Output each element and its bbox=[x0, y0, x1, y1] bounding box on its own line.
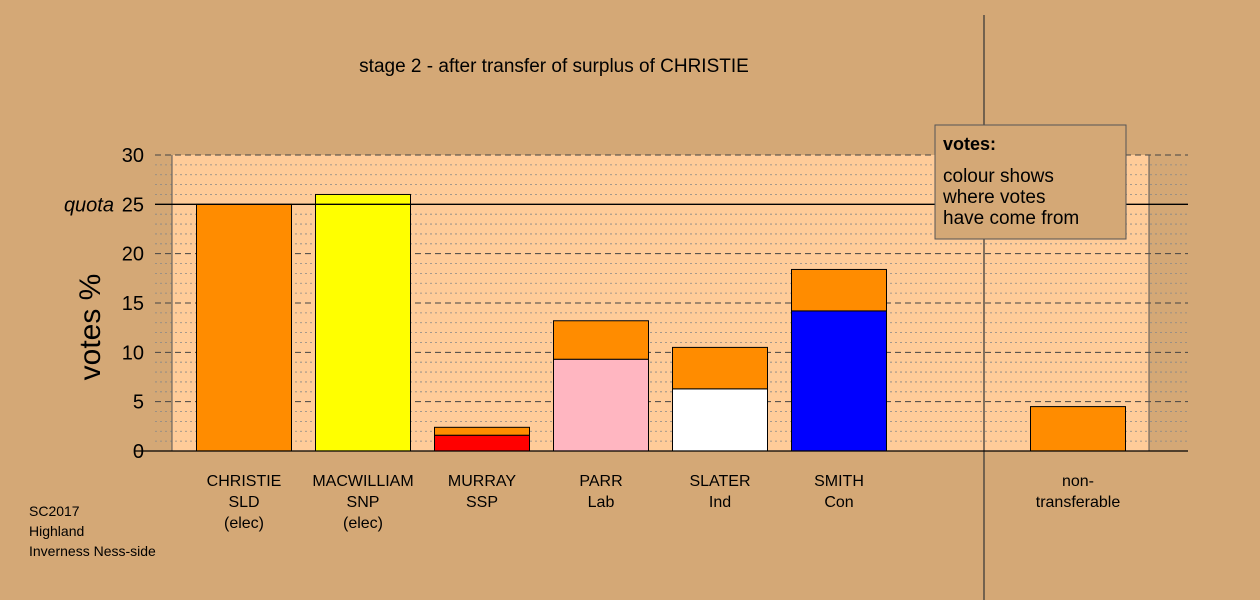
bar-segment bbox=[672, 346, 768, 390]
footer-info: SC2017 Highland Inverness Ness-side bbox=[29, 503, 156, 559]
category-label: MACWILLIAM bbox=[312, 473, 413, 490]
footer-line: Inverness Ness-side bbox=[29, 543, 156, 559]
quota-label: quota bbox=[64, 194, 114, 216]
category-label: SLATER bbox=[689, 473, 750, 490]
category-label: CHRISTIE bbox=[207, 473, 282, 490]
category-label: SLD bbox=[228, 494, 259, 511]
category-label: (elec) bbox=[343, 515, 383, 532]
category-label: SNP bbox=[347, 494, 380, 511]
y-tick-label: 20 bbox=[122, 244, 144, 266]
bar bbox=[315, 193, 411, 452]
legend-line: where votes bbox=[942, 187, 1045, 208]
bar bbox=[672, 346, 768, 452]
y-tick-label: 15 bbox=[122, 293, 144, 315]
bar-segment bbox=[791, 310, 887, 452]
y-tick-label: 5 bbox=[133, 392, 144, 414]
category-label: Con bbox=[824, 494, 853, 511]
y-axis-label: votes % bbox=[74, 274, 107, 381]
chart-title: stage 2 - after transfer of surplus of C… bbox=[359, 56, 749, 77]
y-axis-ticks: 0 5 10 15 20 25 30 bbox=[122, 145, 144, 463]
legend-frame bbox=[934, 124, 1127, 240]
category-label: PARR bbox=[579, 473, 622, 490]
category-label: SSP bbox=[466, 494, 498, 511]
category-labels: CHRISTIE SLD (elec) MACWILLIAM SNP (elec) MURR… bbox=[207, 473, 1121, 532]
bar-segment bbox=[553, 358, 649, 452]
bar-segment bbox=[315, 193, 411, 452]
legend-line: colour shows bbox=[943, 166, 1054, 187]
footer-line: Highland bbox=[29, 523, 84, 539]
category-label: Ind bbox=[709, 494, 731, 511]
y-tick-label: 10 bbox=[122, 342, 144, 364]
bar-segment bbox=[196, 203, 292, 452]
y-tick-label: 30 bbox=[122, 145, 144, 167]
legend-line: have come from bbox=[943, 208, 1079, 229]
bar bbox=[1030, 406, 1126, 452]
category-label: MURRAY bbox=[448, 473, 516, 490]
bar-segment bbox=[553, 320, 649, 360]
bar bbox=[434, 426, 530, 452]
legend-title: votes: bbox=[943, 134, 996, 154]
category-label: (elec) bbox=[224, 515, 264, 532]
bar-segment bbox=[791, 268, 887, 312]
bar bbox=[553, 320, 649, 452]
bar-series bbox=[196, 193, 1126, 452]
bar-segment bbox=[672, 388, 768, 452]
footer-line: SC2017 bbox=[29, 503, 80, 519]
bar-segment bbox=[434, 434, 530, 452]
category-label: non- bbox=[1062, 473, 1094, 490]
y-tick-label: 0 bbox=[133, 441, 144, 463]
category-label: SMITH bbox=[814, 473, 864, 490]
category-label: transferable bbox=[1036, 494, 1121, 511]
legend-box: votes: colour shows where votes have com… bbox=[934, 124, 1127, 240]
category-label: Lab bbox=[588, 494, 615, 511]
bar-segment bbox=[1030, 406, 1126, 452]
bar bbox=[196, 203, 292, 452]
y-tick-label: 25 bbox=[122, 194, 144, 216]
bar-segment bbox=[434, 426, 530, 436]
bar bbox=[791, 268, 887, 452]
